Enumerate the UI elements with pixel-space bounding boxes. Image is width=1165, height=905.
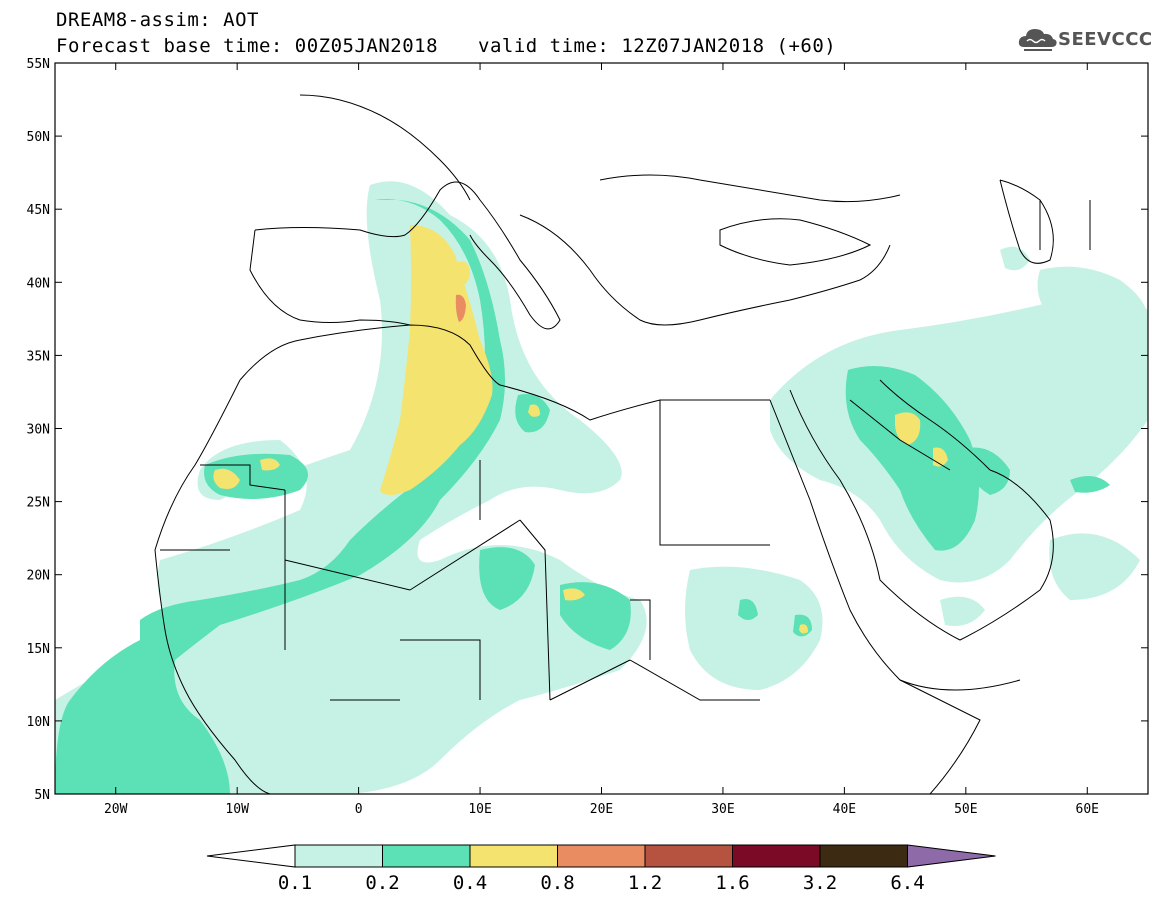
map-title: DREAM8-assim: AOT [56, 9, 259, 31]
longitude-axis: 20W 10W 0 10E 20E 30E 40E 50E 60E [104, 63, 1099, 817]
lat-label: 35N [27, 349, 50, 364]
colorbar-label: 1.6 [715, 872, 749, 894]
aot-level-0.8 [455, 294, 466, 322]
lat-label: 55N [27, 57, 50, 72]
logo-text: SEEVCCC [1058, 29, 1153, 50]
colorbar-high-arrow [907, 844, 996, 868]
forecast-times: Forecast base time: 00Z05JAN2018 valid ti… [56, 36, 836, 56]
coastlines-borders [154, 94, 1091, 794]
lon-label: 10W [225, 802, 249, 817]
lat-label: 15N [27, 642, 50, 657]
colorbar-segment [644, 844, 733, 868]
lat-label: 25N [27, 496, 50, 511]
colorbar: 0.1 0.2 0.4 0.8 1.2 1.6 3.2 6.4 [206, 844, 996, 894]
colorbar-label: 0.2 [365, 872, 399, 894]
lat-label: 5N [34, 788, 50, 803]
colorbar-label: 0.1 [278, 872, 312, 894]
colorbar-label: 0.4 [453, 872, 487, 894]
lat-label: 20N [27, 569, 50, 584]
colorbar-segment [819, 844, 908, 868]
lat-label: 30N [27, 423, 50, 438]
colorbar-label: 3.2 [803, 872, 837, 894]
colorbar-label: 0.8 [540, 872, 574, 894]
aot-level-0.2 [55, 199, 1110, 794]
lon-label: 0 [355, 802, 363, 817]
lat-label: 40N [27, 276, 50, 291]
lon-label: 20W [104, 802, 128, 817]
lon-label: 20E [590, 802, 613, 817]
aot-contour-fields [55, 181, 1148, 794]
colorbar-segment [382, 844, 471, 868]
latitude-axis: 55N 50N 45N 40N 35N 30N 25N 20N 15N 10N 5N [27, 57, 1148, 803]
lon-label: 60E [1076, 802, 1099, 817]
lat-label: 45N [27, 203, 50, 218]
aot-level-0.4 [213, 225, 948, 634]
seevccc-logo: SEEVCCC [1018, 23, 1158, 57]
lat-label: 50N [27, 130, 50, 145]
lon-label: 30E [711, 802, 734, 817]
colorbar-segment [557, 844, 646, 868]
lon-label: 10E [468, 802, 491, 817]
colorbar-segment [732, 844, 821, 868]
lon-label: 40E [833, 802, 856, 817]
base-time: Forecast base time: 00Z05JAN2018 [56, 35, 439, 57]
colorbar-label: 1.2 [628, 872, 662, 894]
colorbar-segment [469, 844, 558, 868]
colorbar-low-arrow [206, 844, 296, 868]
colorbar-segment [294, 844, 383, 868]
colorbar-label: 6.4 [890, 872, 924, 894]
cloud-icon [1018, 29, 1057, 51]
valid-time: valid time: 12Z07JAN2018 (+60) [478, 35, 837, 57]
lon-label: 50E [954, 802, 977, 817]
lat-label: 10N [27, 715, 50, 730]
